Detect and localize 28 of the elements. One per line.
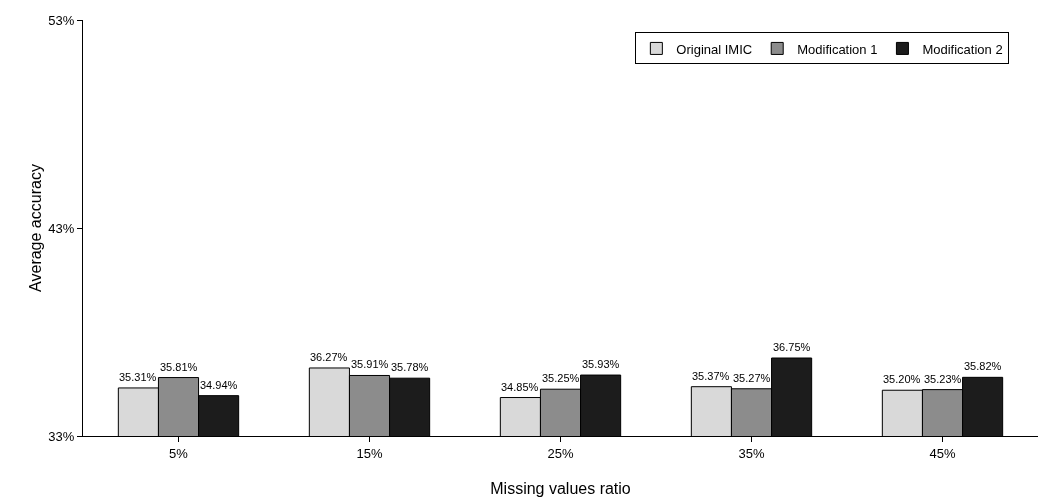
y-tick-label: 33% [48,428,75,444]
data-label: 35.20% [883,373,921,385]
legend-label: Original IMIC [676,41,753,57]
data-label: 34.85% [501,381,539,393]
data-label: 35.82% [964,360,1002,372]
x-tick-label: 5% [169,445,189,461]
data-label: 36.75% [773,341,811,353]
y-tick-label: 43% [48,220,75,236]
legend-label: Modification 2 [922,41,1003,57]
x-tick-label: 45% [929,445,956,461]
x-tick-label: 25% [547,445,574,461]
data-label: 35.23% [924,373,962,385]
data-label: 35.25% [542,372,580,384]
x-axis-title: Missing values ratio [490,480,631,497]
data-label: 35.27% [733,372,771,384]
x-tick-label: 15% [356,445,383,461]
y-axis-title: Average accuracy [27,164,44,292]
data-label: 35.81% [160,361,198,373]
x-tick-label: 35% [738,445,765,461]
data-label: 35.91% [351,358,389,370]
legend-label: Modification 1 [797,41,878,57]
data-label: 36.27% [310,351,348,363]
y-tick-label: 53% [48,12,75,28]
data-label: 34.94% [200,379,238,391]
data-label: 35.31% [119,371,157,383]
data-label: 35.93% [582,358,620,370]
data-label: 35.78% [391,361,429,373]
data-label: 35.37% [692,370,730,382]
